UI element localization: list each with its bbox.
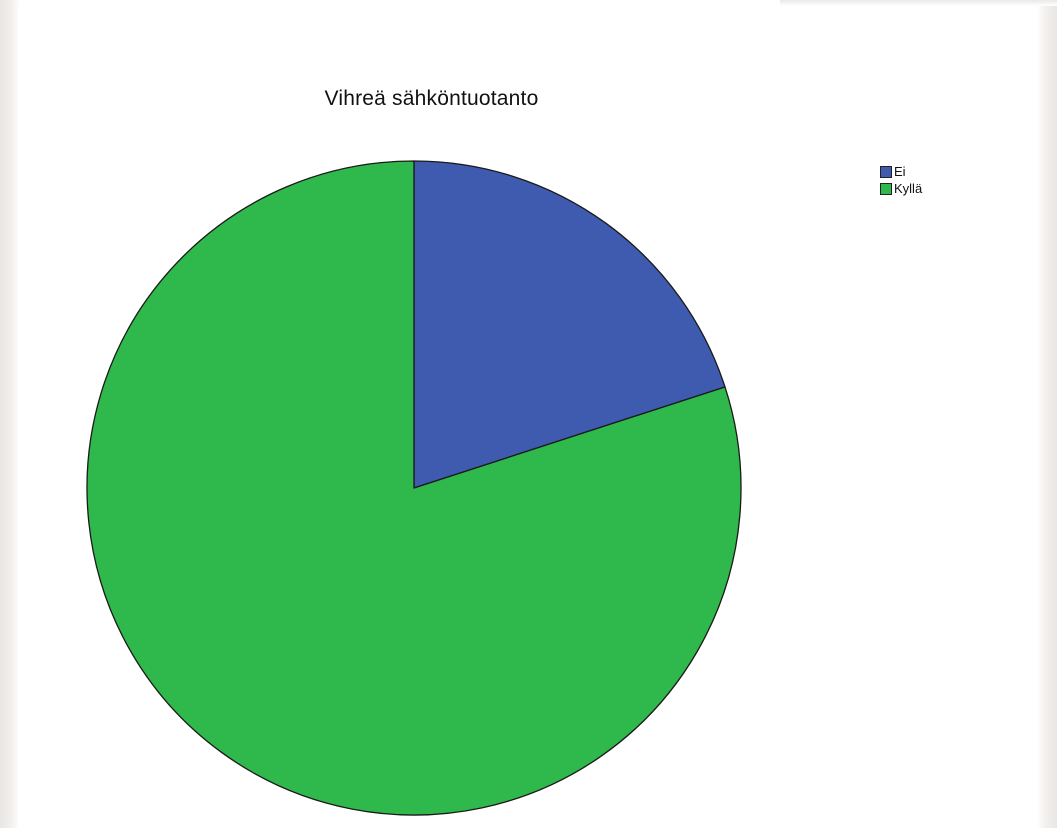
backdrop-top-edge bbox=[780, 0, 1057, 6]
legend-item-ei: Ei bbox=[880, 164, 922, 180]
legend-label-ei: Ei bbox=[894, 164, 906, 179]
pie-slice-kyll- bbox=[86, 160, 742, 816]
legend-swatch-ei bbox=[880, 166, 892, 178]
chart-title: Vihreä sähköntuotanto bbox=[324, 87, 539, 110]
backdrop-right-edge bbox=[1037, 0, 1057, 828]
legend: Ei Kyllä bbox=[880, 164, 922, 198]
backdrop-left-edge bbox=[0, 0, 20, 828]
legend-item-kylla: Kyllä bbox=[880, 181, 922, 197]
legend-label-kylla: Kyllä bbox=[894, 181, 923, 196]
legend-swatch-kylla bbox=[880, 183, 892, 195]
pie-slice-ei bbox=[413, 160, 726, 489]
